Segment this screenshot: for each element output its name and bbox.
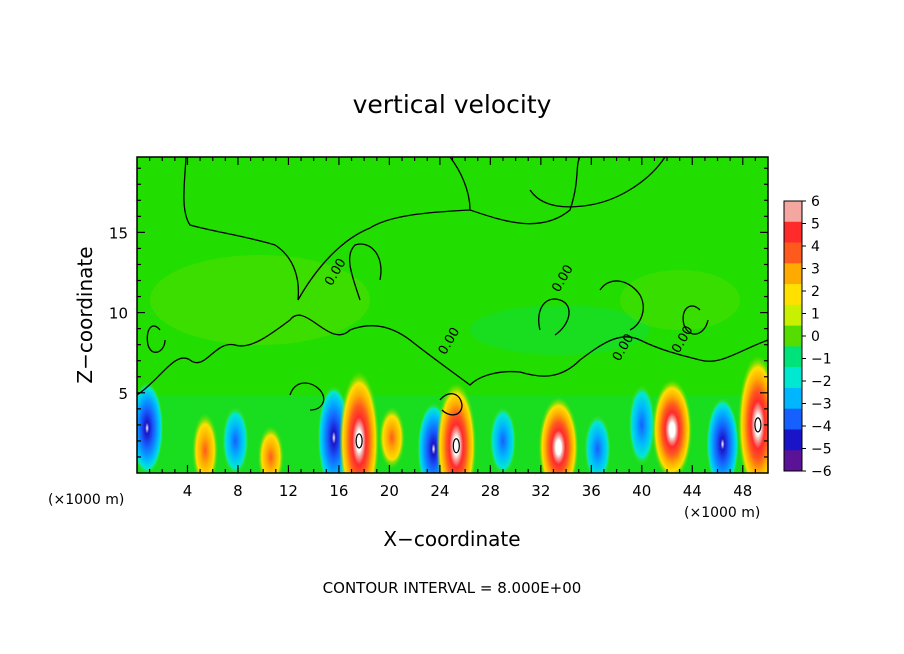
- y-tick-labels: 5 10 15: [109, 224, 128, 402]
- colorbar-label: 3: [811, 262, 820, 278]
- x-tick-label: 16: [329, 482, 348, 500]
- colorbar-swatch: [784, 429, 802, 451]
- downdraft-cell-6: [489, 406, 516, 473]
- colorbar-swatch: [784, 263, 802, 285]
- colorbar-label: 1: [811, 307, 820, 323]
- updraft-core-contour-4: [754, 417, 762, 433]
- colorbar-label: −1: [811, 352, 832, 368]
- colorbar-label: 6: [811, 194, 820, 210]
- field-variation: [620, 270, 740, 330]
- updraft-cell-3: [652, 379, 693, 473]
- plot-area: 0.000.000.000.00 0.00: [137, 157, 768, 473]
- x-tick-label: 8: [233, 482, 243, 500]
- colorbar-label: −4: [811, 419, 832, 435]
- colorbar-label: 2: [811, 284, 820, 300]
- x-tick-label: 40: [632, 482, 651, 500]
- contour-interval-note: CONTOUR INTERVAL = 8.000E+00: [323, 579, 582, 597]
- contour-line: [529, 157, 666, 208]
- x-tick-label: 24: [430, 482, 449, 500]
- colorbar-swatch: [784, 450, 802, 472]
- colorbar-swatch: [784, 221, 802, 243]
- colorbar-swatch: [784, 408, 802, 430]
- colorbar: 6 5 4 3 2 1 0 −1 −2 −3 −4 −5 −6: [783, 194, 832, 480]
- updraft-core-contour-1: [452, 438, 460, 454]
- y-tick-label: 5: [118, 385, 128, 403]
- y-tick-label: 10: [109, 305, 128, 323]
- x-tick-label: 28: [481, 482, 500, 500]
- downdraft-cell-3: [706, 398, 739, 473]
- x-tick-label: 12: [279, 482, 298, 500]
- contour-line: [538, 298, 570, 336]
- y-axis-label: Z−coordinate: [73, 246, 97, 383]
- x-tick-label: 20: [380, 482, 399, 500]
- x-tick-label: 44: [683, 482, 702, 500]
- updraft-cell-2: [538, 396, 579, 473]
- updraft-cell-4: [737, 354, 768, 473]
- colorbar-swatch: [784, 325, 802, 347]
- colorbar-label: 5: [811, 217, 820, 233]
- y-tick-label: 15: [109, 224, 128, 242]
- downdraft-cell-5: [222, 406, 249, 473]
- contour-line: [183, 157, 471, 301]
- colorbar-swatch: [784, 304, 802, 326]
- colorbar-swatch: [784, 387, 802, 409]
- updraft-cell-7: [257, 425, 284, 473]
- axis-ticks: [137, 157, 768, 473]
- x-tick-label: 36: [582, 482, 601, 500]
- colorbar-swatch: [784, 201, 802, 223]
- x-tick-label: 4: [183, 482, 193, 500]
- colorbar-label: 0: [811, 329, 820, 345]
- contour-line: [682, 305, 709, 335]
- downdraft-cell-0: [137, 382, 164, 473]
- colorbar-swatch: [784, 284, 802, 306]
- convective-cells: [137, 354, 768, 473]
- colorbar-label: −3: [811, 397, 832, 413]
- x-unit-left: (×1000 m): [48, 492, 124, 508]
- contour-line: [599, 280, 644, 331]
- contour-line: [439, 393, 463, 416]
- colorbar-label: −2: [811, 374, 832, 390]
- downdraft-cell-7: [584, 414, 611, 473]
- downdraft-cell-4: [628, 384, 655, 465]
- updraft-cell-6: [378, 406, 405, 469]
- x-axis-label: X−coordinate: [383, 527, 520, 551]
- x-unit-right: (×1000 m): [684, 505, 760, 521]
- colorbar-swatch: [784, 242, 802, 264]
- contour-line: [137, 314, 768, 396]
- contour-line: [348, 243, 382, 301]
- updraft-core-contour-0: [355, 433, 363, 449]
- contour-line: [469, 157, 581, 225]
- updraft-cell-5: [192, 413, 219, 473]
- x-tick-label: 48: [733, 482, 752, 500]
- chart-title: vertical velocity: [353, 90, 552, 119]
- contour-line: [289, 382, 325, 411]
- contour-line: [146, 325, 166, 353]
- colorbar-swatch: [784, 346, 802, 368]
- colorbar-label: −6: [811, 464, 832, 480]
- x-tick-label: 32: [531, 482, 550, 500]
- colorbar-swatch: [784, 367, 802, 389]
- updraft-cell-0: [339, 370, 380, 473]
- updraft-cell-1: [436, 382, 477, 473]
- x-tick-labels: 4 8 12 16 20 24 28 32 36 40 44 48: [183, 482, 753, 500]
- colorbar-label: 4: [811, 239, 820, 255]
- colorbar-label: −5: [811, 442, 832, 458]
